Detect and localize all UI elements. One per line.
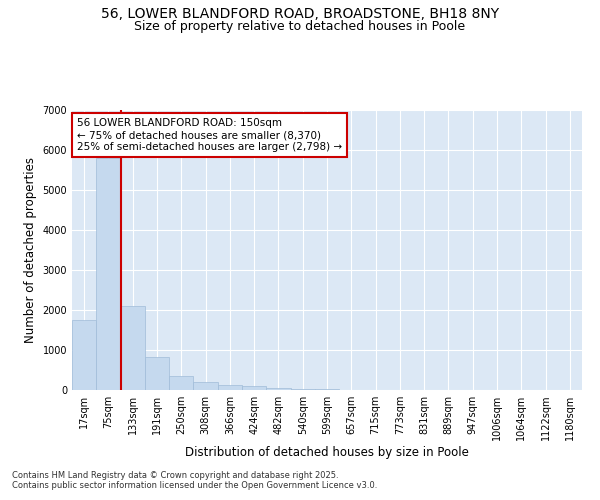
Text: Size of property relative to detached houses in Poole: Size of property relative to detached ho… — [134, 20, 466, 33]
Bar — [290, 389, 315, 390]
Text: 56 LOWER BLANDFORD ROAD: 150sqm
← 75% of detached houses are smaller (8,370)
25%: 56 LOWER BLANDFORD ROAD: 150sqm ← 75% of… — [77, 118, 342, 152]
Bar — [96, 158, 121, 390]
Bar — [242, 386, 266, 390]
Y-axis label: Number of detached properties: Number of detached properties — [24, 157, 37, 343]
Bar — [145, 357, 169, 390]
X-axis label: Distribution of detached houses by size in Poole: Distribution of detached houses by size … — [185, 446, 469, 459]
Text: 56, LOWER BLANDFORD ROAD, BROADSTONE, BH18 8NY: 56, LOWER BLANDFORD ROAD, BROADSTONE, BH… — [101, 8, 499, 22]
Bar — [121, 306, 145, 390]
Bar — [193, 382, 218, 390]
Text: Contains HM Land Registry data © Crown copyright and database right 2025.
Contai: Contains HM Land Registry data © Crown c… — [12, 470, 377, 490]
Bar — [218, 385, 242, 390]
Bar — [169, 376, 193, 390]
Bar — [266, 388, 290, 390]
Bar — [72, 320, 96, 390]
